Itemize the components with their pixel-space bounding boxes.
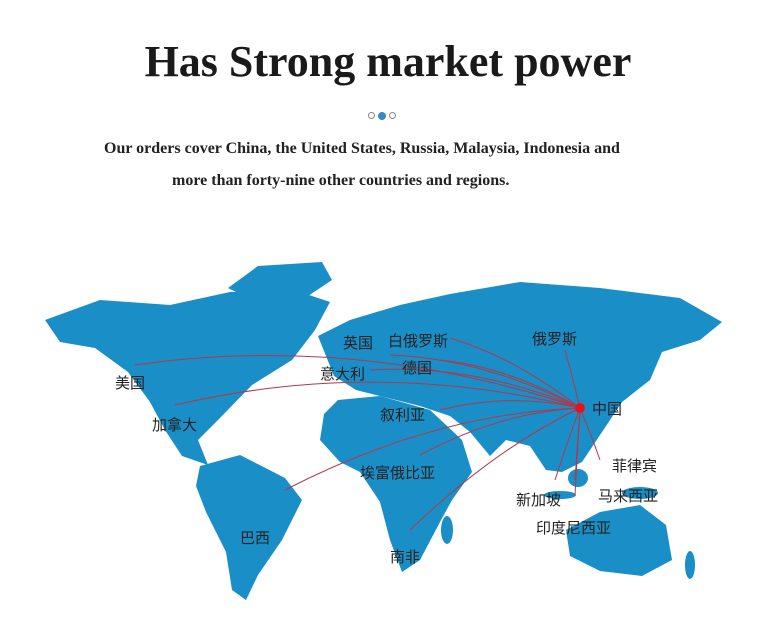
route-line: [574, 407, 581, 481]
route-line: [439, 400, 581, 411]
north-america: [45, 292, 330, 465]
route-line: [174, 381, 581, 409]
new-zealand: [685, 551, 695, 579]
route-line: [369, 368, 581, 409]
carousel-dot-active[interactable]: [378, 111, 386, 120]
country-label: 印度尼西亚: [536, 519, 611, 537]
route-line: [134, 355, 581, 409]
greenland: [228, 262, 332, 305]
madagascar: [441, 516, 453, 544]
route-line: [419, 407, 581, 456]
country-label: 菲律宾: [612, 457, 657, 475]
route-line: [439, 359, 581, 409]
description-line-2: more than forty-nine other countries and…: [172, 172, 510, 189]
country-label: 加拿大: [152, 416, 197, 434]
country-label: 美国: [115, 374, 145, 392]
routes: [134, 337, 601, 531]
country-label: 新加坡: [516, 491, 561, 509]
country-label: 巴西: [240, 529, 270, 547]
country-label: 英国: [343, 334, 373, 352]
page-title: Has Strong market power: [144, 37, 632, 86]
indonesia-islands: [544, 491, 576, 499]
route-line: [409, 407, 581, 531]
label-china: 中国: [592, 400, 622, 418]
borneo: [568, 469, 588, 487]
carousel-dots: [368, 111, 396, 120]
country-label: 马来西亚: [598, 487, 658, 505]
route-line: [389, 354, 581, 409]
africa: [320, 396, 472, 572]
country-label: 白俄罗斯: [388, 332, 448, 350]
eurasia: [318, 282, 722, 472]
new-guinea: [622, 487, 658, 499]
country-label: 德国: [402, 359, 432, 377]
description-line-1: Our orders cover China, the United State…: [104, 140, 620, 157]
hub-china-marker: [575, 403, 585, 413]
country-label: 俄罗斯: [532, 330, 577, 348]
carousel-dot[interactable]: [368, 112, 375, 119]
south-america: [196, 455, 302, 600]
route-line: [554, 407, 581, 481]
continents: [45, 262, 722, 600]
carousel-dot[interactable]: [389, 112, 396, 119]
country-label: 埃富俄比亚: [360, 464, 435, 482]
country-label: 南非: [390, 548, 420, 566]
australia: [566, 505, 672, 576]
uk-island: [340, 342, 350, 358]
route-line: [564, 349, 581, 409]
country-label: 叙利亚: [380, 406, 425, 424]
country-label: 意大利: [320, 365, 365, 383]
route-line: [284, 407, 581, 491]
japan: [612, 372, 636, 405]
route-line: [449, 337, 581, 409]
